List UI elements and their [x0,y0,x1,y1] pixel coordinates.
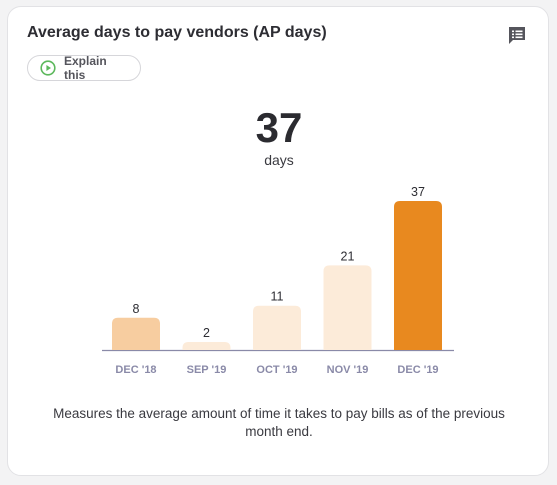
play-circle-icon [40,60,56,76]
bar-value-label: 21 [341,249,355,263]
chart-bar[interactable] [182,341,231,350]
chart-bar[interactable] [112,317,160,350]
category-tick-label: DEC '18 [115,364,156,376]
category-tick-label: DEC '19 [397,364,438,376]
comment-icon[interactable] [506,24,528,46]
bar-value-label: 8 [133,302,140,316]
category-tick-label: SEP '19 [187,364,227,376]
kpi-unit: days [264,152,294,168]
chart-bar[interactable] [253,305,301,350]
chart-bar[interactable] [323,265,372,350]
category-tick-label: OCT '19 [256,364,297,376]
card-title: Average days to pay vendors (AP days) [27,24,327,41]
category-tick-label: NOV '19 [327,364,369,376]
bar-value-label: 37 [411,185,425,199]
chart-bar[interactable] [394,201,442,350]
ap-days-card: Average days to pay vendors (AP days) Ex… [7,6,549,476]
kpi-value: 37 [255,104,303,151]
metric-description: Measures the average amount of time it t… [53,406,505,439]
bar-value-label: 11 [271,290,284,304]
explain-this-label: Explain this [64,54,107,82]
bar-value-label: 2 [203,326,210,340]
ap-days-bar-chart: 8 DEC '18 2 SEP '19 11 OCT '19 21 NOV '19 37 DEC … [102,185,454,376]
explain-this-button[interactable]: Explain this [27,54,141,82]
